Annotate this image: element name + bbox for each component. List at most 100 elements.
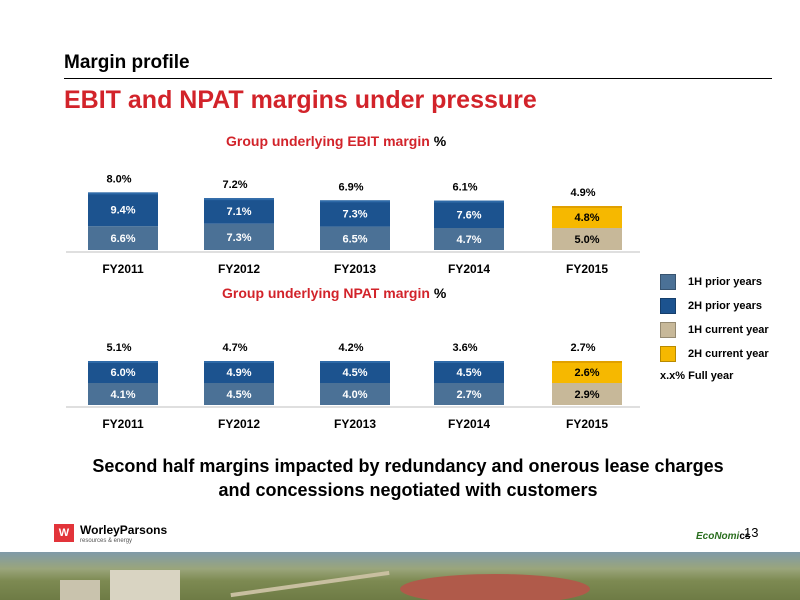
data-label-full-year: 4.7% bbox=[222, 342, 247, 354]
bar-top-edge bbox=[320, 361, 390, 363]
legend-label: 1H current year bbox=[688, 324, 769, 336]
data-label-full-year: 2.7% bbox=[570, 342, 595, 354]
bar-2h bbox=[434, 200, 504, 228]
bar-2h bbox=[88, 192, 158, 227]
x-tick-label: FY2012 bbox=[218, 262, 260, 276]
bar-top-edge bbox=[204, 198, 274, 201]
data-label-full-year: 4.9% bbox=[570, 187, 595, 199]
takeaway-line-1: Second half margins impacted by redundan… bbox=[92, 456, 724, 476]
data-label-full-year: 5.1% bbox=[106, 342, 131, 354]
data-label-2h: 9.4% bbox=[110, 204, 135, 216]
bar-2h bbox=[434, 361, 504, 383]
bar-1h bbox=[88, 383, 158, 405]
chart-title-text: Group underlying NPAT margin bbox=[222, 285, 434, 301]
chart-title: Group underlying NPAT margin % bbox=[222, 285, 447, 301]
npat-margin-chart: Group underlying NPAT margin % 4.1% 6.0% 5.… bbox=[66, 285, 640, 431]
data-label-1h: 2.9% bbox=[574, 389, 599, 401]
bar-top-edge bbox=[434, 361, 504, 363]
data-label-2h: 7.3% bbox=[342, 208, 367, 220]
bar-2h bbox=[320, 361, 390, 383]
charts-area: Group underlying EBIT margin % 6.6% 9.4% 8.… bbox=[66, 133, 640, 431]
data-label-full-year: 4.2% bbox=[338, 342, 363, 354]
x-tick-label: FY2015 bbox=[566, 262, 608, 276]
x-tick-label: FY2015 bbox=[566, 417, 608, 431]
legend-item-2h-prior: 2H prior years bbox=[660, 294, 790, 318]
data-label-full-year: 3.6% bbox=[452, 342, 477, 354]
bar-1h bbox=[320, 226, 390, 250]
x-tick-label: FY2014 bbox=[448, 417, 490, 431]
data-label-full-year: 8.0% bbox=[106, 173, 131, 185]
bar-top-edge bbox=[552, 206, 622, 208]
bar-top-edge bbox=[434, 200, 504, 203]
bar-1h bbox=[552, 228, 622, 250]
x-tick-label: FY2011 bbox=[102, 262, 144, 276]
bar-top-edge bbox=[204, 361, 274, 363]
chart-title: Group underlying EBIT margin % bbox=[226, 133, 447, 149]
bar-2h bbox=[552, 206, 622, 228]
economics-logo: EcoNomics bbox=[696, 531, 750, 542]
bar-2h bbox=[552, 361, 622, 383]
data-label-2h: 2.6% bbox=[574, 367, 599, 379]
bar-1h bbox=[434, 383, 504, 405]
photo-plant bbox=[110, 570, 180, 600]
legend-swatch bbox=[660, 274, 676, 290]
data-label-2h: 4.5% bbox=[456, 367, 481, 379]
data-label-1h: 4.7% bbox=[456, 234, 481, 246]
data-label-1h: 5.0% bbox=[574, 234, 599, 246]
data-label-1h: 4.1% bbox=[110, 389, 135, 401]
bar-top-edge bbox=[320, 200, 390, 203]
data-label-2h: 6.0% bbox=[110, 367, 135, 379]
chart-title-unit: % bbox=[434, 285, 447, 301]
eco-brand-a: EcoNomi bbox=[696, 531, 740, 542]
bar-top-edge bbox=[88, 361, 158, 363]
data-label-full-year: 6.9% bbox=[338, 181, 363, 193]
x-tick-label: FY2013 bbox=[334, 417, 376, 431]
data-label-2h: 7.6% bbox=[456, 209, 481, 221]
bar-top-edge bbox=[552, 361, 622, 363]
bar-1h bbox=[204, 223, 274, 250]
bar-1h bbox=[204, 383, 274, 405]
data-label-1h: 4.0% bbox=[342, 389, 367, 401]
x-tick-label: FY2013 bbox=[334, 262, 376, 276]
legend-label: 2H current year bbox=[688, 348, 769, 360]
legend-item-1h-current: 1H current year bbox=[660, 318, 790, 342]
data-label-1h: 7.3% bbox=[226, 232, 251, 244]
legend-label: 1H prior years bbox=[688, 276, 762, 288]
photo-road bbox=[230, 570, 390, 598]
takeaway-line-2: and concessions negotiated with customer… bbox=[218, 480, 598, 500]
takeaway-text: Second half margins impacted by redundan… bbox=[40, 454, 776, 502]
data-label-full-year: 6.1% bbox=[452, 182, 477, 194]
logo-tagline: resources & energy bbox=[80, 538, 133, 544]
legend-swatch bbox=[660, 298, 676, 314]
company-logo: W WorleyParsons resources & energy bbox=[54, 524, 167, 545]
eco-brand-b: cs bbox=[739, 531, 751, 542]
bar-top-edge bbox=[88, 192, 158, 195]
legend-item-1h-prior: 1H prior years bbox=[660, 270, 790, 294]
photo-building bbox=[60, 580, 100, 600]
data-label-1h: 2.7% bbox=[456, 389, 481, 401]
data-label-2h: 4.9% bbox=[226, 367, 251, 379]
data-label-2h: 7.1% bbox=[226, 206, 251, 218]
legend-item-2h-current: 2H current year bbox=[660, 342, 790, 366]
section-kicker: Margin profile bbox=[64, 52, 190, 73]
page-title: EBIT and NPAT margins under pressure bbox=[64, 86, 537, 114]
chart-title-unit: % bbox=[434, 133, 447, 149]
logo-mark-icon: W bbox=[54, 524, 74, 542]
bar-2h bbox=[204, 361, 274, 383]
logo-name: WorleyParsons bbox=[80, 523, 168, 537]
data-label-2h: 4.8% bbox=[574, 212, 599, 224]
data-label-1h: 6.5% bbox=[342, 233, 367, 245]
legend-swatch bbox=[660, 346, 676, 362]
data-label-2h: 4.5% bbox=[342, 367, 367, 379]
bar-1h bbox=[88, 226, 158, 250]
footer-photo-strip bbox=[0, 552, 800, 600]
data-label-1h: 6.6% bbox=[110, 233, 135, 245]
title-rule bbox=[64, 78, 772, 79]
x-tick-label: FY2014 bbox=[448, 262, 490, 276]
photo-pond bbox=[400, 574, 590, 600]
bar-2h bbox=[204, 198, 274, 224]
legend-swatch bbox=[660, 322, 676, 338]
chart-title-text: Group underlying EBIT margin bbox=[226, 133, 434, 149]
bar-2h bbox=[320, 200, 390, 227]
